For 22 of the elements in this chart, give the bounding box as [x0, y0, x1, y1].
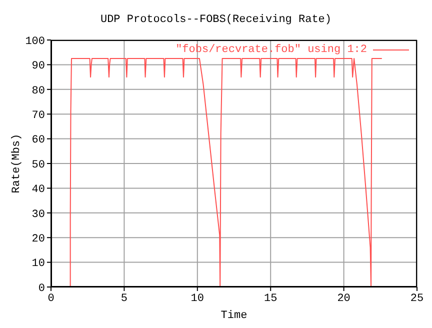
- x-tick-label: 15: [264, 292, 278, 305]
- y-tick-label: 0: [38, 282, 45, 295]
- x-tick-label: 20: [337, 292, 350, 305]
- chart-title: UDP Protocols--FOBS(Receiving Rate): [99, 14, 333, 26]
- x-tick-label: 25: [410, 292, 424, 305]
- x-tick-label: 10: [190, 292, 204, 305]
- x-tick-label: 0: [48, 292, 54, 305]
- y-tick-label: 40: [32, 184, 45, 196]
- x-axis-title: Time: [220, 310, 248, 322]
- y-tick-label: 50: [32, 159, 45, 172]
- y-tick-label: 20: [32, 234, 45, 246]
- line-series: [70, 58, 382, 287]
- y-tick-label: 100: [25, 36, 45, 48]
- y-tick-label: 80: [32, 85, 45, 98]
- legend-label: "fobs/recvrate.fob" using 1:2: [176, 44, 367, 56]
- y-axis-title: Rate(Mbs): [11, 134, 23, 194]
- y-tick-label: 10: [32, 258, 45, 270]
- y-tick-label: 60: [32, 134, 45, 147]
- y-tick-label: 90: [32, 60, 45, 73]
- x-tick-label: 5: [120, 292, 128, 305]
- y-tick-label: 30: [32, 208, 45, 221]
- y-tick-label: 70: [32, 110, 45, 122]
